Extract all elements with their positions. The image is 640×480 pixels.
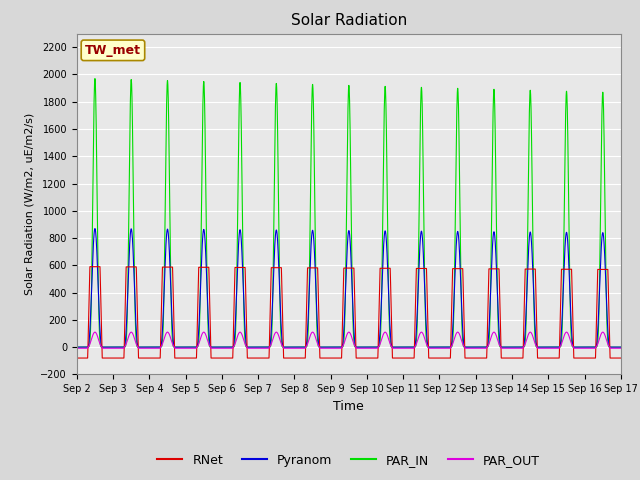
- Pyranom: [471, 344, 479, 350]
- RNet: [86, 264, 93, 270]
- PAR_IN: [441, 344, 449, 350]
- PAR_OUT: [471, 345, 479, 351]
- RNet: [171, 352, 179, 358]
- Line: PAR_OUT: PAR_OUT: [77, 332, 621, 348]
- PAR_IN: [502, 344, 509, 350]
- PAR_OUT: [73, 345, 81, 351]
- PAR_IN: [91, 76, 99, 82]
- Pyranom: [617, 344, 625, 350]
- Pyranom: [73, 344, 81, 350]
- RNet: [441, 355, 449, 361]
- PAR_OUT: [441, 345, 449, 351]
- PAR_IN: [617, 344, 625, 350]
- Line: PAR_IN: PAR_IN: [77, 79, 621, 347]
- PAR_OUT: [91, 329, 99, 335]
- Legend: RNet, Pyranom, PAR_IN, PAR_OUT: RNet, Pyranom, PAR_IN, PAR_OUT: [152, 449, 545, 472]
- PAR_IN: [471, 344, 479, 350]
- RNet: [502, 355, 509, 361]
- RNet: [471, 355, 479, 361]
- Pyranom: [171, 344, 179, 350]
- RNet: [616, 355, 624, 361]
- Pyranom: [502, 344, 509, 350]
- Line: Pyranom: Pyranom: [77, 228, 621, 347]
- Line: RNet: RNet: [77, 267, 621, 358]
- PAR_OUT: [329, 345, 337, 351]
- PAR_IN: [171, 344, 179, 350]
- PAR_IN: [329, 344, 337, 350]
- PAR_OUT: [502, 345, 509, 351]
- PAR_IN: [73, 344, 81, 350]
- PAR_OUT: [171, 344, 179, 350]
- PAR_OUT: [616, 345, 624, 351]
- RNet: [329, 355, 337, 361]
- Title: Solar Radiation: Solar Radiation: [291, 13, 407, 28]
- Pyranom: [616, 344, 624, 350]
- PAR_OUT: [617, 345, 625, 351]
- Pyranom: [441, 344, 449, 350]
- Pyranom: [91, 226, 99, 231]
- RNet: [617, 355, 625, 361]
- PAR_IN: [616, 344, 624, 350]
- X-axis label: Time: Time: [333, 400, 364, 413]
- Y-axis label: Solar Radiation (W/m2, uE/m2/s): Solar Radiation (W/m2, uE/m2/s): [25, 113, 35, 295]
- Text: TW_met: TW_met: [85, 44, 141, 57]
- RNet: [73, 355, 81, 361]
- Pyranom: [329, 344, 337, 350]
